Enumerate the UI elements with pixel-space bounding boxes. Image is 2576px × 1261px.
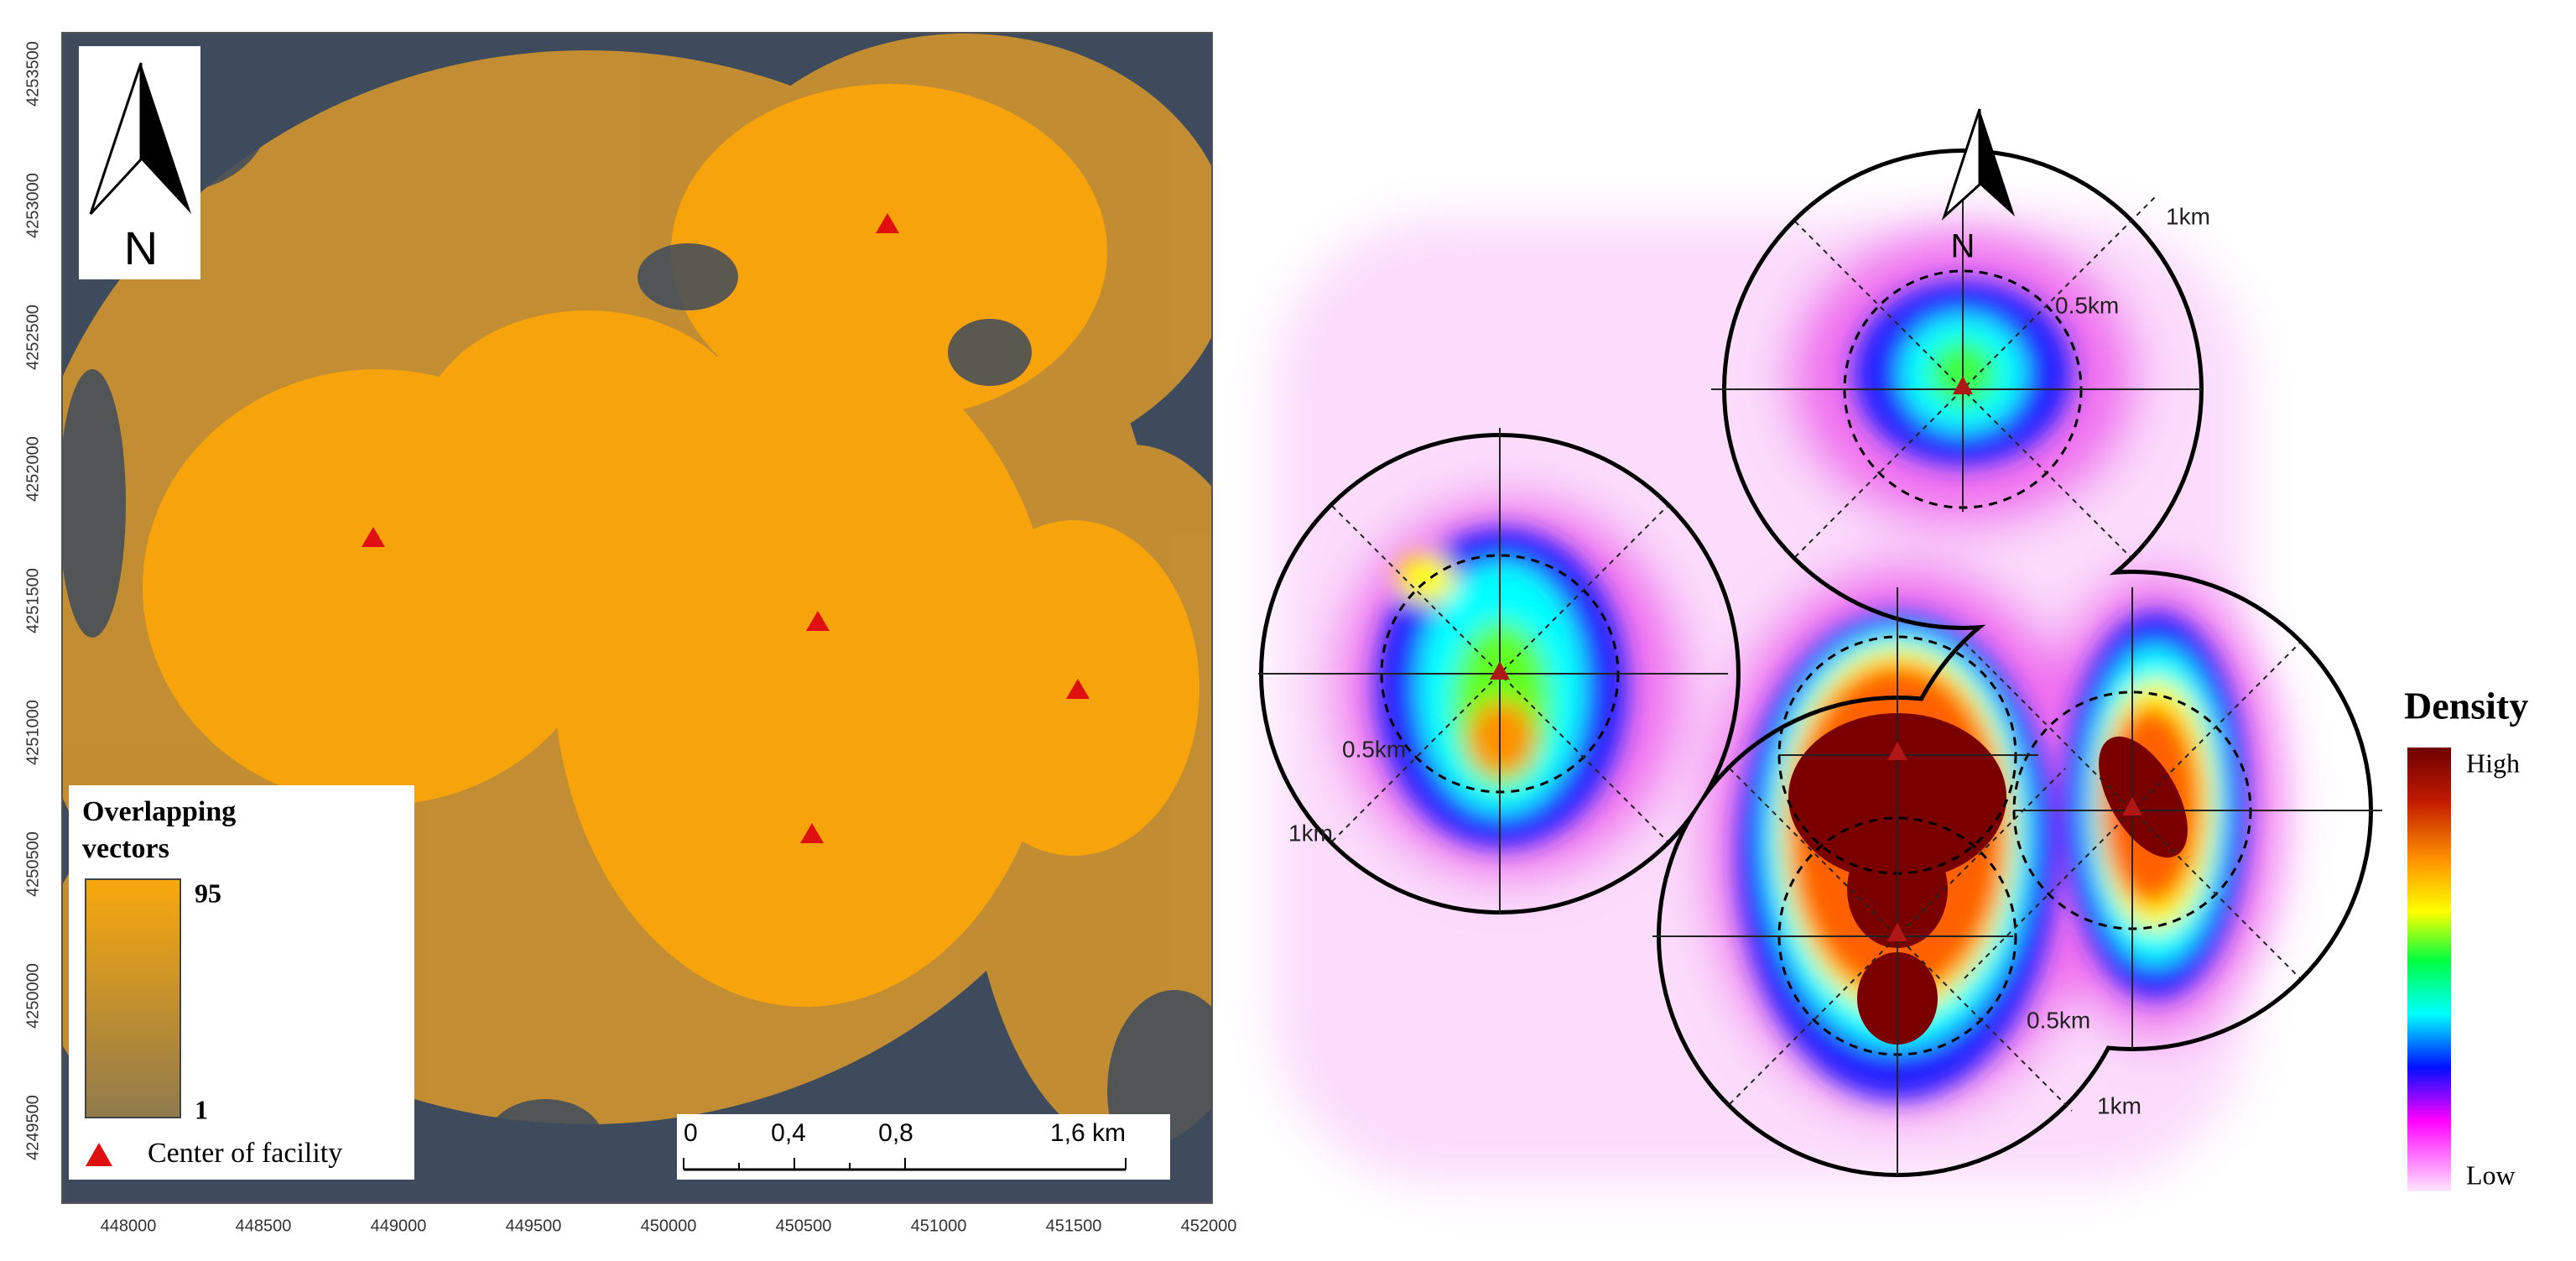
north-arrow-box: N (79, 46, 200, 279)
legend-title: Density (2404, 685, 2528, 727)
north-label: N (124, 221, 158, 274)
ring-label: 0.5km (2027, 1007, 2090, 1033)
x-coordinate-label: 451500 (1046, 1217, 1102, 1235)
y-coordinate-label: 4251500 (23, 568, 42, 633)
x-coordinate-label: 449000 (371, 1217, 427, 1235)
ring-label: 1km (1288, 820, 1333, 846)
legend-max: 95 (195, 878, 221, 908)
scale-bar: 0 0,4 0,8 1,6 km (677, 1114, 1170, 1180)
legend-high: High (2466, 748, 2520, 778)
scale-label: 0,4 (771, 1119, 806, 1147)
density-legend: Density High Low (2404, 685, 2528, 1191)
y-coordinate-label: 4250000 (23, 963, 42, 1029)
legend-min: 1 (195, 1094, 208, 1124)
x-coordinate-label: 449500 (506, 1217, 562, 1235)
ring-label: 0.5km (1342, 736, 1406, 762)
x-coordinate-label: 450500 (776, 1217, 832, 1235)
legend-title: vectors (82, 833, 169, 864)
scale-label: 1,6 km (1050, 1119, 1126, 1147)
y-coordinate-label: 4250500 (23, 831, 42, 897)
scale-label: 0,8 (878, 1119, 913, 1147)
density-map: N 1km 0.5km 0.5km 1km 0.5km 1km (1258, 108, 2382, 1183)
y-coordinate-label: 4251000 (23, 700, 42, 765)
y-coordinate-label: 4253500 (23, 41, 42, 107)
legend-title: Overlapping (82, 796, 236, 827)
legend-facility: Center of facility (148, 1138, 342, 1169)
scale-label: 0 (684, 1119, 698, 1147)
overlap-map (62, 33, 1212, 1203)
y-coordinate-label: 4252000 (23, 436, 42, 502)
legend-low: Low (2466, 1159, 2516, 1190)
overlap-legend: Overlapping vectors 95 1 Center of facil… (69, 785, 414, 1180)
y-coordinate-label: 4249500 (23, 1095, 42, 1160)
x-coordinate-label: 448000 (101, 1217, 157, 1235)
y-coordinate-label: 4252500 (23, 305, 42, 370)
y-coordinate-label: 4253000 (23, 173, 42, 238)
x-coordinate-label: 451000 (911, 1217, 967, 1235)
ring-label: 1km (2166, 203, 2210, 229)
x-coordinate-label: 452000 (1181, 1217, 1237, 1235)
ring-label: 0.5km (2055, 292, 2119, 318)
north-label: N (1951, 228, 1975, 265)
x-coordinate-label: 450000 (641, 1217, 697, 1235)
ring-label: 1km (2097, 1092, 2141, 1118)
map-frame (61, 32, 1213, 1204)
facility-markers (362, 213, 1090, 843)
x-coordinate-label: 448500 (236, 1217, 292, 1235)
